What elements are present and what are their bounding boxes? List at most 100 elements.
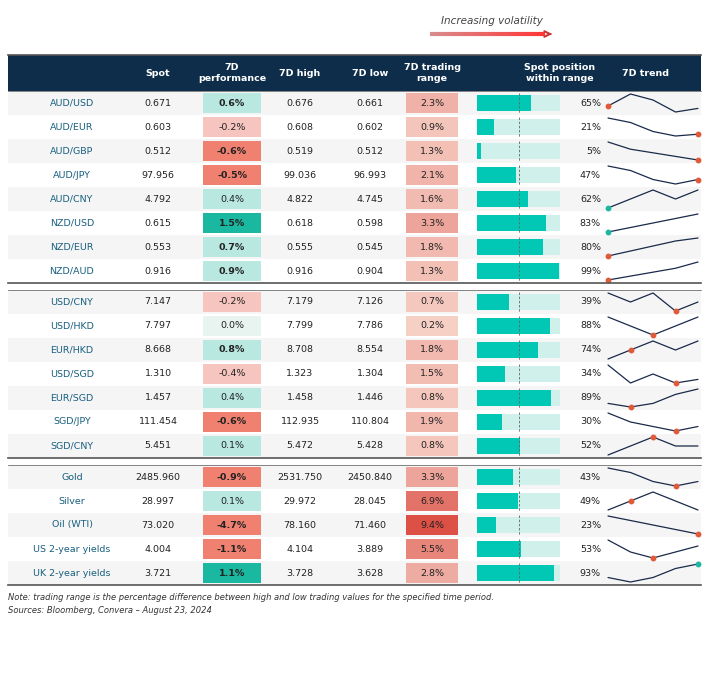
Text: EUR/HKD: EUR/HKD — [50, 345, 94, 354]
Bar — [477, 318, 550, 334]
Text: 0.555: 0.555 — [286, 243, 313, 252]
Text: EUR/SGD: EUR/SGD — [50, 393, 94, 402]
Bar — [406, 364, 458, 384]
Bar — [8, 338, 701, 362]
Bar — [406, 165, 458, 185]
Text: 0.671: 0.671 — [145, 98, 172, 107]
Text: 2.1%: 2.1% — [420, 170, 444, 179]
Text: 3.728: 3.728 — [286, 568, 313, 577]
Bar — [203, 261, 261, 281]
Bar — [477, 239, 560, 255]
Bar — [203, 292, 261, 312]
Bar — [8, 314, 701, 338]
Bar — [477, 143, 560, 159]
Text: 7D
performance: 7D performance — [198, 63, 266, 83]
Bar — [477, 565, 554, 581]
Bar — [477, 517, 496, 533]
Text: 0.9%: 0.9% — [420, 122, 444, 131]
Text: 1.458: 1.458 — [286, 393, 313, 402]
Text: 8.554: 8.554 — [357, 345, 384, 354]
Text: SGD/CNY: SGD/CNY — [50, 441, 94, 451]
Text: 0.916: 0.916 — [145, 267, 172, 276]
Text: 1.310: 1.310 — [145, 369, 172, 378]
Text: 1.304: 1.304 — [357, 369, 384, 378]
Text: 34%: 34% — [580, 369, 601, 378]
Text: -0.4%: -0.4% — [218, 369, 246, 378]
Text: -1.1%: -1.1% — [217, 544, 247, 553]
Text: 0.608: 0.608 — [286, 122, 313, 131]
Text: 9.4%: 9.4% — [420, 521, 444, 529]
Text: 0.2%: 0.2% — [420, 321, 444, 330]
Bar — [406, 539, 458, 559]
Text: Note: trading range is the percentage difference between high and low trading va: Note: trading range is the percentage di… — [8, 593, 494, 602]
Text: 47%: 47% — [580, 170, 601, 179]
Text: 5.451: 5.451 — [145, 441, 172, 451]
Text: -0.6%: -0.6% — [217, 417, 247, 427]
Bar — [406, 316, 458, 336]
Bar — [477, 294, 560, 310]
Text: 4.822: 4.822 — [286, 194, 313, 204]
Bar — [477, 95, 531, 111]
Text: 7.799: 7.799 — [286, 321, 313, 330]
Text: 4.104: 4.104 — [286, 544, 313, 553]
Bar — [477, 342, 560, 358]
Text: 0.8%: 0.8% — [219, 345, 245, 354]
Text: 0.1%: 0.1% — [220, 497, 244, 505]
Text: 8.708: 8.708 — [286, 345, 313, 354]
Text: 96.993: 96.993 — [354, 170, 386, 179]
Bar — [203, 237, 261, 257]
Text: 97.956: 97.956 — [142, 170, 174, 179]
Bar — [406, 117, 458, 137]
Bar — [203, 563, 261, 583]
Bar — [477, 493, 560, 509]
Text: 0.618: 0.618 — [286, 218, 313, 228]
Bar — [477, 167, 516, 183]
Text: 7.179: 7.179 — [286, 298, 313, 306]
Bar — [8, 163, 701, 187]
Text: 21%: 21% — [580, 122, 601, 131]
Bar — [8, 211, 701, 235]
Text: USD/SGD: USD/SGD — [50, 369, 94, 378]
Bar — [406, 292, 458, 312]
Text: 2485.960: 2485.960 — [135, 473, 181, 482]
Bar — [406, 467, 458, 487]
Bar — [8, 513, 701, 537]
Bar — [8, 259, 701, 283]
Bar — [406, 388, 458, 408]
Text: 1.457: 1.457 — [145, 393, 172, 402]
Bar — [477, 215, 560, 231]
Text: -0.5%: -0.5% — [217, 170, 247, 179]
Text: 5.5%: 5.5% — [420, 544, 444, 553]
Text: 74%: 74% — [580, 345, 601, 354]
Text: 78.160: 78.160 — [284, 521, 316, 529]
Text: 0.603: 0.603 — [145, 122, 172, 131]
Bar — [203, 436, 261, 456]
Bar — [8, 115, 701, 139]
Bar — [203, 412, 261, 432]
Text: 93%: 93% — [580, 568, 601, 577]
Text: 71.460: 71.460 — [354, 521, 386, 529]
Bar — [203, 117, 261, 137]
Bar — [406, 563, 458, 583]
Bar — [203, 213, 261, 233]
Bar — [477, 390, 551, 406]
Bar — [8, 537, 701, 561]
Text: 3.721: 3.721 — [145, 568, 172, 577]
Text: 2450.840: 2450.840 — [347, 473, 393, 482]
Text: 0.6%: 0.6% — [219, 98, 245, 107]
Bar — [203, 93, 261, 113]
Text: 0.8%: 0.8% — [420, 393, 444, 402]
Bar — [477, 414, 502, 430]
Bar — [477, 263, 559, 279]
Text: NZD/USD: NZD/USD — [50, 218, 94, 228]
Text: 65%: 65% — [580, 98, 601, 107]
Text: 89%: 89% — [580, 393, 601, 402]
Text: 52%: 52% — [580, 441, 601, 451]
Bar — [8, 55, 701, 91]
Text: 1.3%: 1.3% — [420, 267, 444, 276]
Text: 0.512: 0.512 — [357, 146, 384, 155]
Bar — [477, 263, 560, 279]
Text: 1.446: 1.446 — [357, 393, 384, 402]
Bar — [8, 410, 701, 434]
Bar — [477, 239, 543, 255]
